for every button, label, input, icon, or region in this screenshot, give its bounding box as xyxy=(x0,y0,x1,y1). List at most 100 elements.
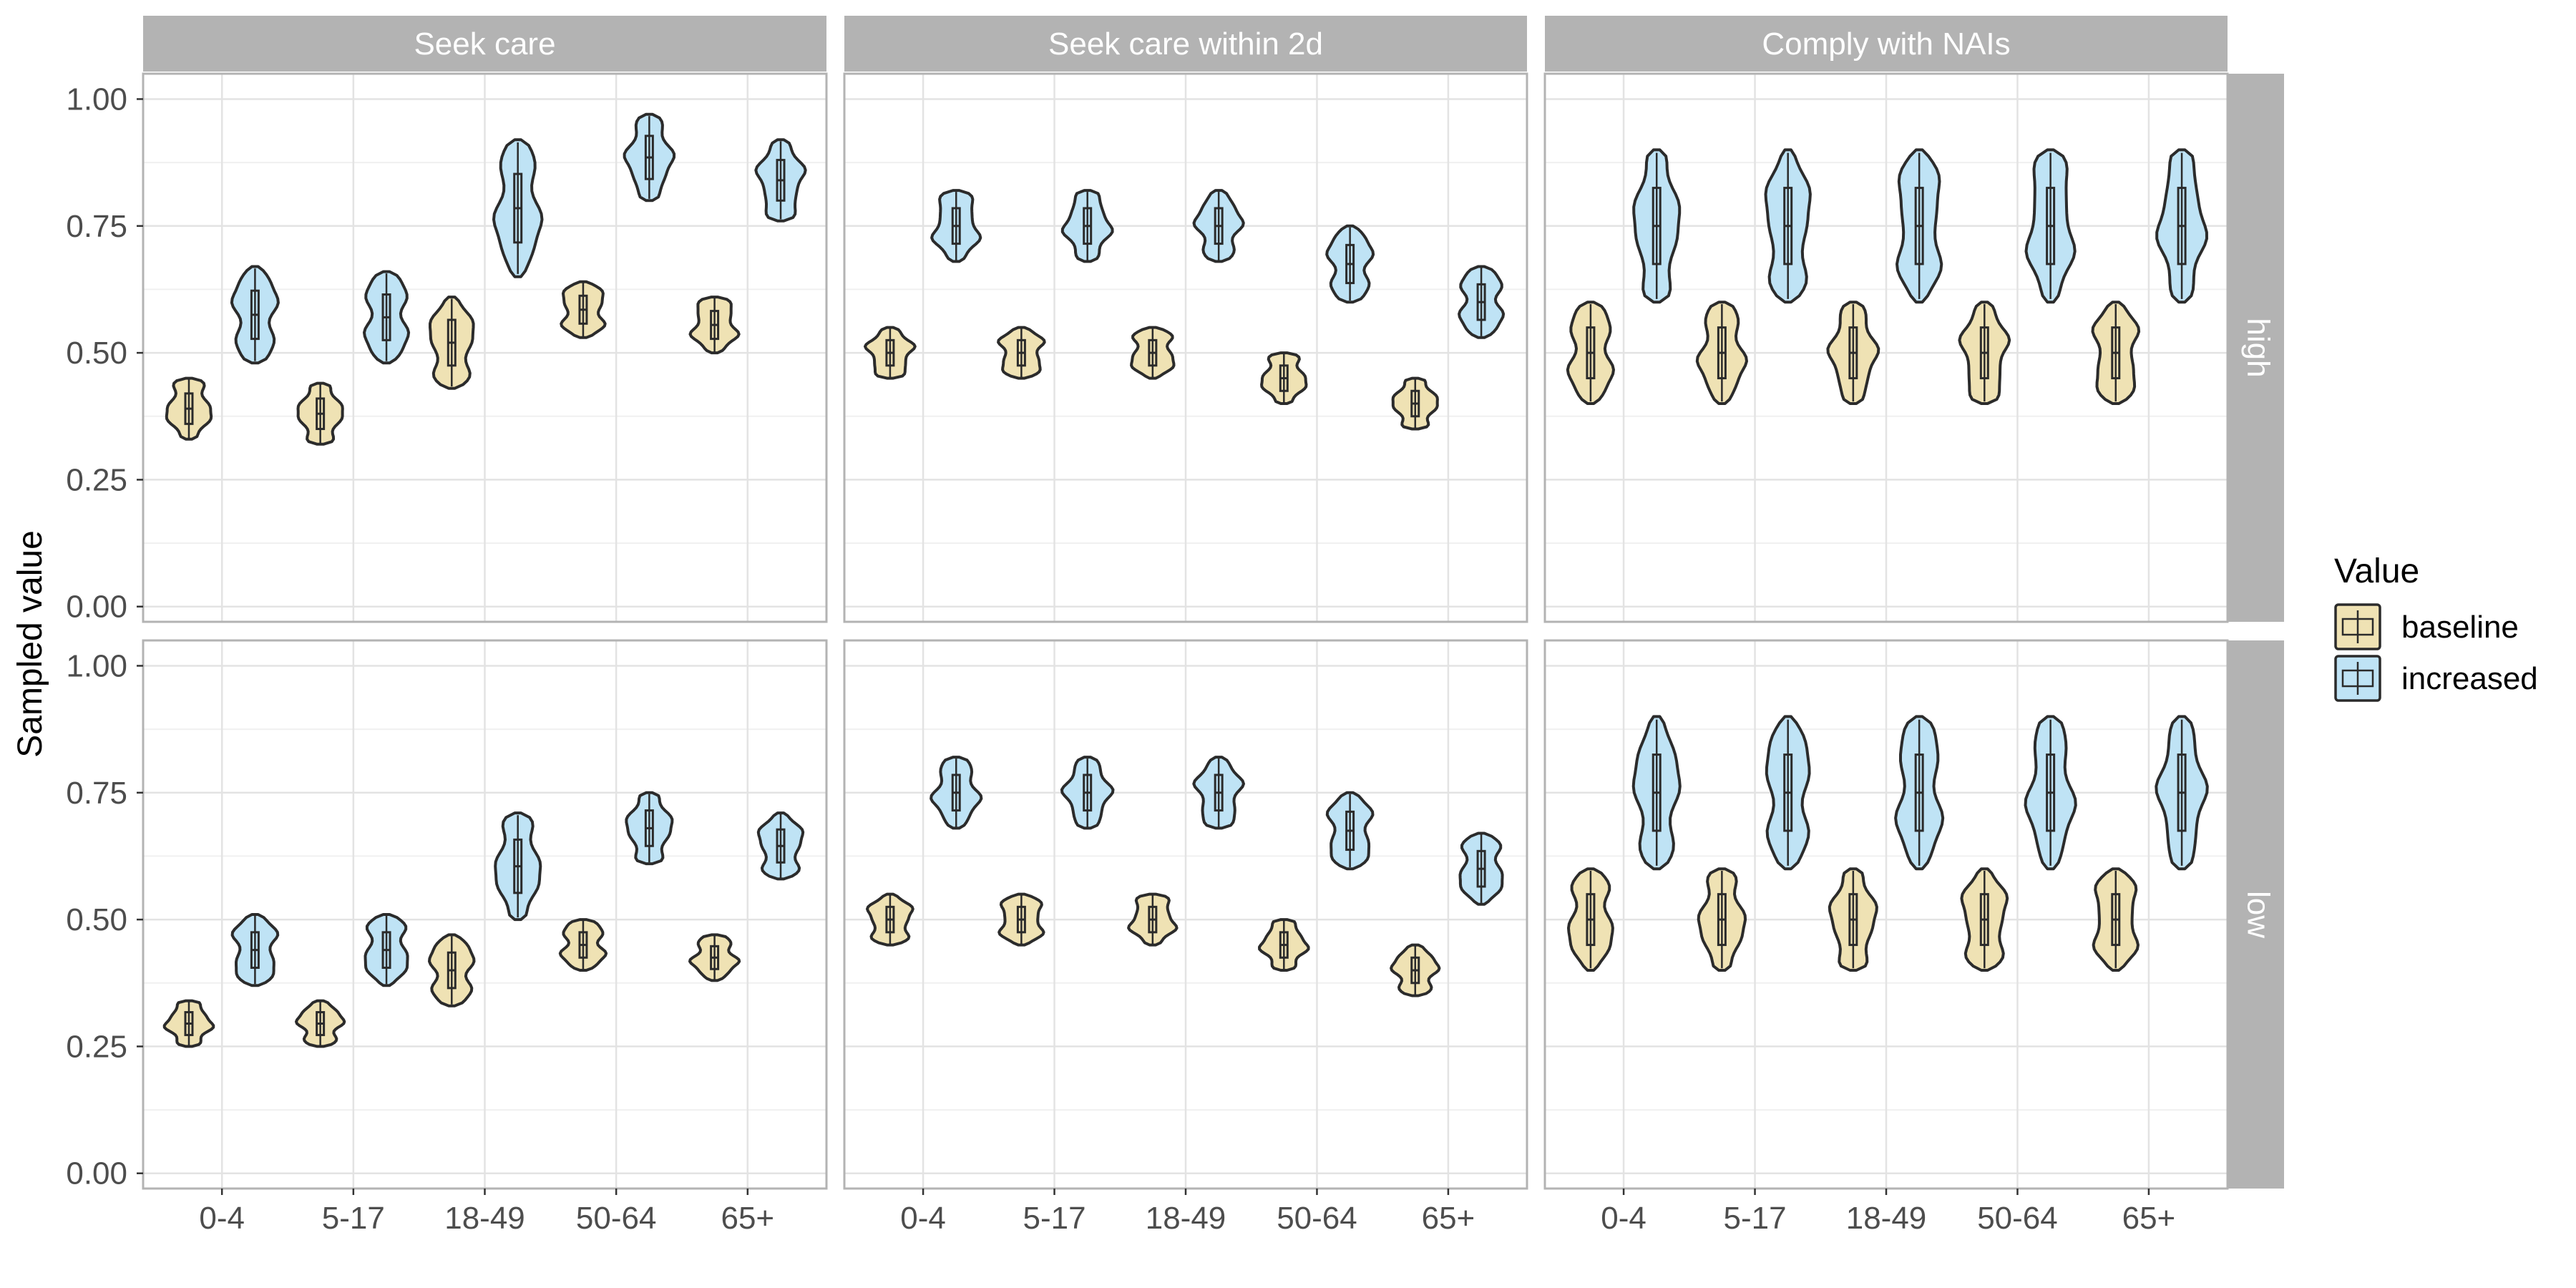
y-tick-label: 1.00 xyxy=(66,82,127,117)
violin-baseline xyxy=(997,892,1045,947)
violin-baseline xyxy=(2091,301,2141,405)
violin-increased xyxy=(2155,715,2209,871)
violin-baseline xyxy=(1828,867,1878,972)
violin-baseline xyxy=(2092,867,2140,972)
y-tick-label: 0.25 xyxy=(66,1029,127,1064)
row-strip-label: high xyxy=(2240,318,2275,377)
violin-increased xyxy=(2024,715,2077,871)
panel xyxy=(142,639,828,1190)
violin-baseline xyxy=(864,326,917,380)
violin-increased xyxy=(363,270,411,365)
violin-baseline xyxy=(1697,867,1747,972)
x-tick-label: 18-49 xyxy=(444,1201,525,1236)
row-strip xyxy=(2228,640,2284,1189)
violin-baseline xyxy=(1127,892,1179,947)
violin-increased xyxy=(1764,148,1812,304)
legend: Value baseline increased xyxy=(2334,552,2538,702)
violin-baseline xyxy=(688,933,741,982)
y-tick-label: 0.50 xyxy=(66,336,127,371)
violin-baseline xyxy=(1391,376,1439,431)
violin-increased xyxy=(1060,189,1114,263)
violin-baseline xyxy=(162,999,215,1048)
violin-increased xyxy=(930,189,982,263)
violin-baseline xyxy=(1390,943,1441,997)
legend-title: Value xyxy=(2334,552,2419,590)
violin-increased xyxy=(1896,148,1943,304)
violin-increased xyxy=(364,913,409,987)
y-tick-label: 0.25 xyxy=(66,462,127,497)
violin-baseline xyxy=(866,892,914,947)
column-strip-label: Comply with NAIs xyxy=(1762,26,2010,62)
violin-baseline xyxy=(1958,301,2011,405)
violin-increased xyxy=(756,811,805,881)
violin-increased xyxy=(1192,189,1245,263)
violin-baseline xyxy=(1567,867,1614,972)
axes-layer: 0.00 0.25 0.50 0.75 1.00 0.00 0.25 0.50 0.75 1.00… xyxy=(66,82,2175,1236)
violin-baseline xyxy=(1960,867,2009,972)
violin-baseline xyxy=(560,280,607,339)
panels-layer xyxy=(142,72,2229,1190)
violin-increased xyxy=(625,791,674,866)
violin-increased xyxy=(494,811,542,922)
legend-label: baseline xyxy=(2401,610,2519,645)
x-tick-label: 65+ xyxy=(721,1201,774,1236)
violin-increased xyxy=(492,138,544,278)
violin-increased xyxy=(1192,756,1245,830)
violin-baseline xyxy=(1695,301,1748,405)
violin-baseline xyxy=(558,918,608,972)
violin-baseline xyxy=(1566,301,1615,405)
x-tick-label: 50-64 xyxy=(1977,1201,2058,1236)
legend-key-box xyxy=(2341,669,2374,688)
violin-baseline xyxy=(165,376,213,441)
y-tick-label: 1.00 xyxy=(66,648,127,683)
violin-baseline xyxy=(1826,301,1880,405)
legend-items: baseline increased xyxy=(2334,603,2538,702)
violin-baseline xyxy=(295,999,346,1048)
violin-increased xyxy=(623,112,676,203)
violin-baseline xyxy=(1260,351,1308,405)
x-tick-label: 5-17 xyxy=(1723,1201,1786,1236)
violin-increased xyxy=(1894,715,1945,871)
x-tick-label: 50-64 xyxy=(1277,1201,1357,1236)
panel xyxy=(843,72,1528,623)
legend-item: increased xyxy=(2334,655,2538,702)
y-axis-title: Sampled value xyxy=(11,530,49,758)
violin-increased xyxy=(1458,831,1504,906)
violin-increased xyxy=(1632,148,1682,304)
panel-border xyxy=(1543,72,2229,623)
column-strip-label: Seek care xyxy=(414,26,555,62)
y-tick-label: 0.75 xyxy=(66,776,127,811)
column-strip xyxy=(844,16,1527,72)
violin-increased xyxy=(2024,148,2077,304)
x-tick-label: 50-64 xyxy=(576,1201,657,1236)
violin-baseline xyxy=(997,326,1046,380)
violin-baseline xyxy=(688,296,741,355)
violin-increased xyxy=(1765,715,1811,871)
row-strip xyxy=(2228,74,2284,622)
x-tick-label: 18-49 xyxy=(1846,1201,1927,1236)
x-tick-label: 18-49 xyxy=(1146,1201,1226,1236)
x-tick-label: 0-4 xyxy=(1601,1201,1646,1236)
violin-increased xyxy=(754,138,807,223)
y-tick-label: 0.00 xyxy=(66,590,127,625)
y-tick-label: 0.75 xyxy=(66,209,127,244)
violin-increased xyxy=(1631,715,1682,871)
legend-item: baseline xyxy=(2334,603,2519,650)
row-strip-label: low xyxy=(2240,891,2275,938)
legend-label: increased xyxy=(2401,661,2538,696)
violin-increased xyxy=(230,913,280,987)
violin-baseline xyxy=(296,381,344,446)
column-strip-label: Seek care within 2d xyxy=(1048,26,1323,62)
violin-baseline xyxy=(429,296,475,390)
x-tick-label: 65+ xyxy=(2122,1201,2176,1236)
legend-key-box xyxy=(2341,618,2374,636)
x-tick-label: 65+ xyxy=(1422,1201,1475,1236)
column-strip xyxy=(143,16,826,72)
violin-increased xyxy=(1325,224,1375,304)
panel-border xyxy=(142,72,828,623)
y-tick-label: 0.00 xyxy=(66,1156,127,1191)
violin-increased xyxy=(2155,148,2208,304)
violin-increased xyxy=(1325,791,1375,871)
strips-layer: Seek care Seek care within 2d Comply with … xyxy=(143,16,2284,1189)
